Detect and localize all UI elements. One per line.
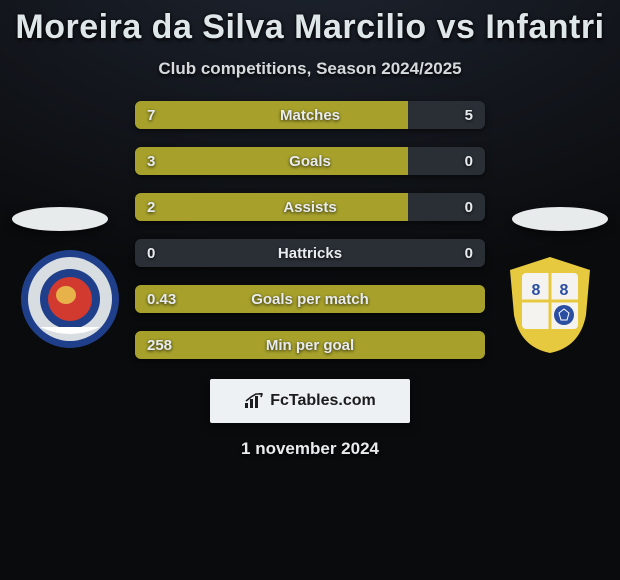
club-logo-right: 8 8 [500,255,600,355]
stat-bar: 258Min per goal [135,331,485,359]
stat-bar: 0.43Goals per match [135,285,485,313]
club-logo-left-svg [20,249,120,349]
stat-bar: 00Hattricks [135,239,485,267]
stat-bar: 75Matches [135,101,485,129]
stat-bar: 30Goals [135,147,485,175]
stat-label: Goals per match [135,285,485,313]
stage: 8 8 75Matches 30Goals 20Assists 00Hattricks… [0,79,620,580]
stat-label: Assists [135,193,485,221]
page-title: Moreira da Silva Marcilio vs Infantri [15,8,604,47]
player-oval-left [12,207,108,231]
stat-label: Min per goal [135,331,485,359]
player-oval-right [512,207,608,231]
stat-label: Matches [135,101,485,129]
stat-label: Hattricks [135,239,485,267]
stat-label: Goals [135,147,485,175]
svg-text:8: 8 [560,282,569,299]
content: Moreira da Silva Marcilio vs Infantri Cl… [0,0,620,580]
date-label: 1 november 2024 [0,439,620,459]
club-logo-left [20,249,120,349]
credit-badge: FcTables.com [210,379,410,423]
club-logo-right-svg: 8 8 [500,255,600,355]
stat-bar: 20Assists [135,193,485,221]
svg-text:8: 8 [532,282,541,299]
credit-text: FcTables.com [270,392,376,410]
page-subtitle: Club competitions, Season 2024/2025 [158,59,461,79]
chart-icon [244,393,264,409]
stat-bars: 75Matches 30Goals 20Assists 00Hattricks 0.43… [135,101,485,359]
